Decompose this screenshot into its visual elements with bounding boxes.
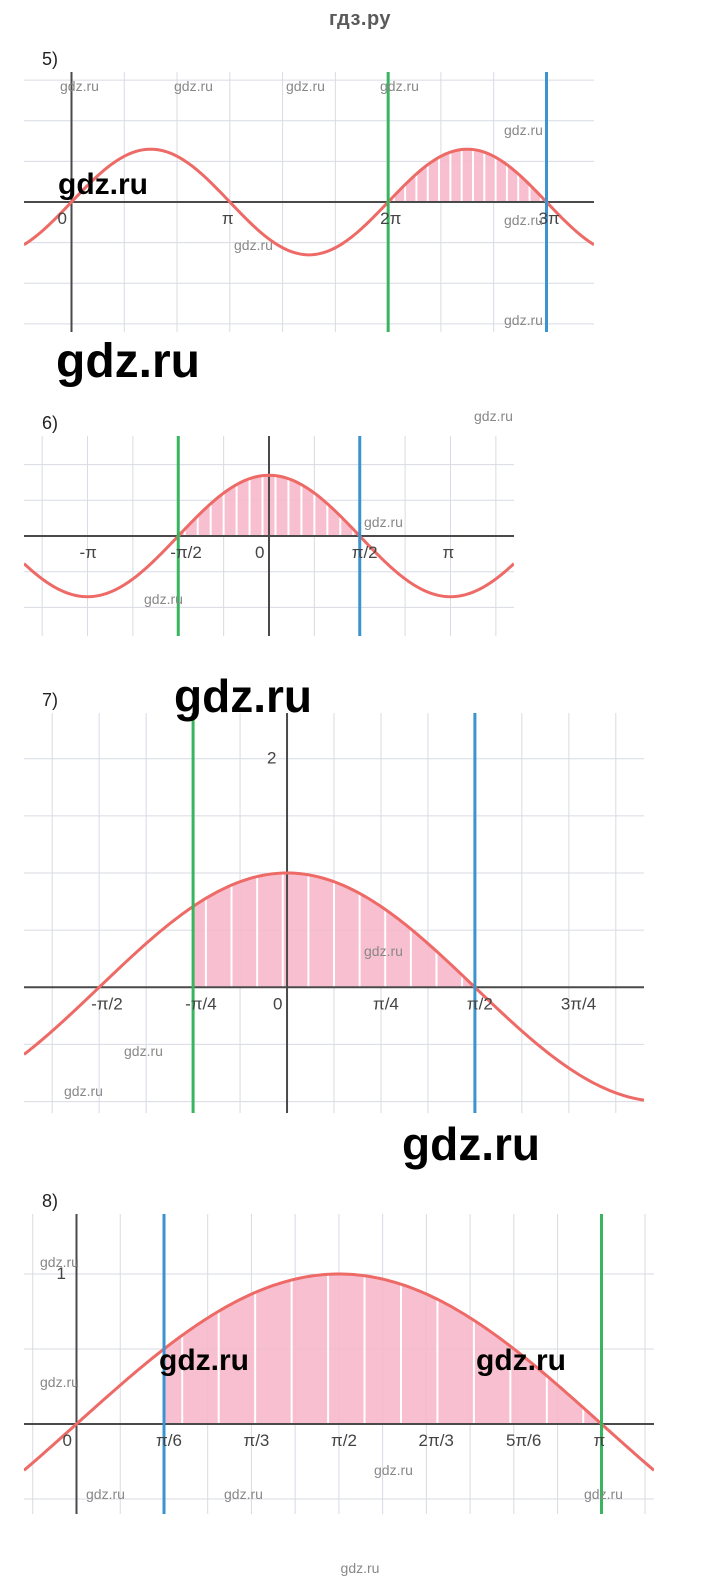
svg-text:π/4: π/4 xyxy=(373,994,399,1013)
chart-label: 6) xyxy=(0,409,720,436)
svg-text:π/3: π/3 xyxy=(243,1431,269,1450)
chart-svg: -π/2 -π/4 0 π/4 π/2 3π/4 2 xyxy=(24,713,644,1113)
watermark-big: gdz.ru xyxy=(402,1117,720,1171)
svg-text:π/2: π/2 xyxy=(352,543,378,562)
charts-container: 5)0π2π3πgdz.rugdz.rugdz.rugdz.rugdz.rugd… xyxy=(0,45,720,1530)
svg-text:2π/3: 2π/3 xyxy=(419,1431,454,1450)
svg-text:5π/6: 5π/6 xyxy=(506,1431,541,1450)
chart-label: 5) xyxy=(0,45,720,72)
svg-text:π: π xyxy=(222,209,234,228)
svg-text:1: 1 xyxy=(57,1264,66,1283)
chart-6: -π-π/20π/2πgdz.rugdz.rugdz.ru xyxy=(24,436,514,636)
svg-text:-π/2: -π/2 xyxy=(170,543,202,562)
svg-text:-π: -π xyxy=(80,543,97,562)
page-title: гдз.ру xyxy=(0,0,720,45)
svg-text:0: 0 xyxy=(58,209,67,228)
chart-label: 7) xyxy=(0,686,720,713)
svg-text:0: 0 xyxy=(255,543,264,562)
svg-text:π/2: π/2 xyxy=(331,1431,357,1450)
svg-text:3π: 3π xyxy=(539,209,560,228)
chart-svg: 0 π/6 π/3 π/2 2π/3 5π/6 π 1 xyxy=(24,1214,654,1514)
chart-8: 0π/6π/3π/22π/35π/6π1gdz.rugdz.rugdz.rugd… xyxy=(24,1214,654,1514)
svg-text:3π/4: 3π/4 xyxy=(561,994,596,1013)
footer-watermark: gdz.ru xyxy=(0,1530,720,1590)
chart-7: -π/2-π/40π/4π/23π/42gdz.rugdz.rugdz.rugd… xyxy=(24,713,644,1113)
chart-5: 0π2π3πgdz.rugdz.rugdz.rugdz.rugdz.rugdz.… xyxy=(24,72,594,332)
svg-text:0: 0 xyxy=(273,994,282,1013)
svg-text:π: π xyxy=(594,1431,606,1450)
chart-svg: -π -π/2 0 π/2 π xyxy=(24,436,514,636)
watermark-big: gdz.ru xyxy=(56,334,720,389)
svg-text:2π: 2π xyxy=(380,209,401,228)
svg-text:π/2: π/2 xyxy=(467,994,493,1013)
svg-text:2: 2 xyxy=(267,749,276,768)
svg-text:0: 0 xyxy=(63,1431,72,1450)
svg-text:π/6: π/6 xyxy=(156,1431,182,1450)
svg-text:-π/2: -π/2 xyxy=(91,994,123,1013)
chart-label: 8) xyxy=(0,1187,720,1214)
svg-text:-π/4: -π/4 xyxy=(185,994,217,1013)
chart-svg: 0 π 2π 3π xyxy=(24,72,594,332)
svg-text:π: π xyxy=(442,543,454,562)
